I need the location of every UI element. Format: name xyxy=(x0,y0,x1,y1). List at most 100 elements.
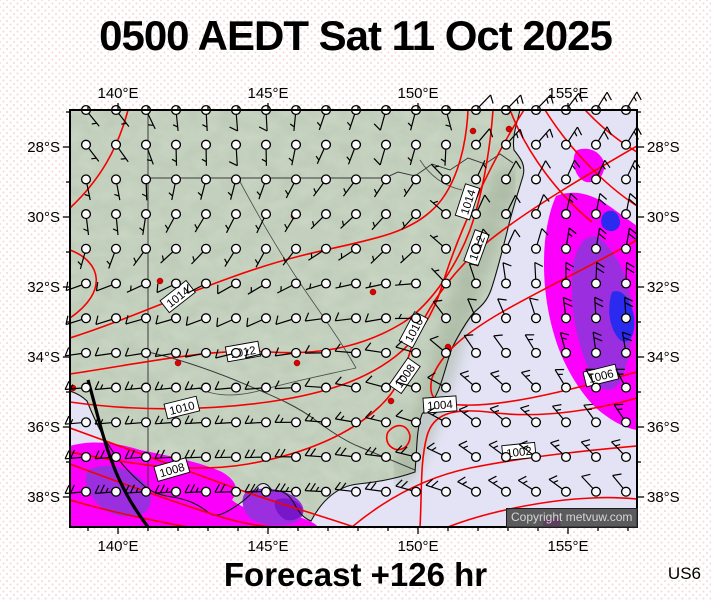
wind-barb xyxy=(197,174,212,200)
wind-barb xyxy=(80,139,100,162)
wind-barb xyxy=(560,126,583,150)
lon-axis-label: 145°E xyxy=(247,538,288,555)
wind-barb xyxy=(467,298,482,324)
wind-barbs xyxy=(64,91,642,497)
wind-barb xyxy=(214,415,242,428)
state-border-line xyxy=(148,153,514,179)
wind-barb xyxy=(64,415,92,428)
wind-barb xyxy=(338,243,362,261)
wind-barb xyxy=(255,209,272,234)
wind-barb xyxy=(94,415,122,428)
wind-barb xyxy=(426,442,452,463)
wind-barb xyxy=(470,228,490,254)
wind-barb xyxy=(156,278,182,294)
isobar-label: 1004 xyxy=(422,395,458,414)
wind-barb xyxy=(346,139,362,165)
wind-barb xyxy=(94,347,122,358)
axis-labels: 140°E 140°E 145°E 145°E 150°E 150°E 155°E 155°E… xyxy=(27,85,679,555)
isobar-line xyxy=(70,110,494,375)
wind-barb xyxy=(140,139,154,165)
wind-barb xyxy=(395,479,422,497)
wind-barb xyxy=(139,209,152,235)
city-dot xyxy=(293,359,301,367)
wind-barb xyxy=(370,243,392,264)
lat-axis-label: 28°S xyxy=(647,139,680,156)
wind-barb xyxy=(611,439,632,463)
wind-barb xyxy=(124,449,152,463)
wind-barb xyxy=(470,194,491,220)
wind-barb xyxy=(125,313,152,325)
lon-axis-label: 155°E xyxy=(547,85,588,102)
wind-barb xyxy=(365,278,392,289)
lat-axis-label: 38°S xyxy=(27,489,60,506)
wind-barb xyxy=(590,227,607,254)
wind-barb xyxy=(133,243,152,267)
wind-barb xyxy=(459,370,482,393)
wind-barb xyxy=(274,483,302,497)
wind-barb xyxy=(244,380,272,393)
isobar-line xyxy=(70,110,469,339)
wind-barb xyxy=(530,160,552,185)
wind-barb xyxy=(530,261,544,289)
isobar-line xyxy=(419,397,637,527)
wind-barb xyxy=(65,313,92,326)
wind-barb xyxy=(95,313,122,325)
wind-barb xyxy=(580,439,602,463)
wind-barb xyxy=(315,139,332,165)
wind-barb xyxy=(274,414,302,428)
wind-barb xyxy=(160,243,182,264)
wind-barb xyxy=(371,209,392,231)
lat-axis-label: 30°S xyxy=(27,209,60,226)
wind-barb xyxy=(470,128,494,150)
wind-barb xyxy=(425,478,452,497)
wind-barb xyxy=(64,347,92,358)
wind-barb xyxy=(64,449,92,463)
wind-barb xyxy=(613,403,632,428)
wind-barb xyxy=(518,440,542,463)
wind-barb xyxy=(470,160,487,185)
copyright-badge: Copyright metvuw.com xyxy=(506,508,638,528)
wind-barb xyxy=(431,267,452,289)
wind-barb xyxy=(400,243,422,264)
wind-barb xyxy=(401,209,422,230)
lon-axis-label: 150°E xyxy=(397,538,438,555)
wind-barb xyxy=(457,476,482,497)
wind-barb xyxy=(304,378,332,393)
wind-barb xyxy=(458,405,482,428)
wind-barb xyxy=(244,483,272,497)
wind-barb xyxy=(244,415,272,428)
wind-barb xyxy=(200,139,212,166)
wind-barb xyxy=(246,313,272,328)
precip-purple-area xyxy=(572,236,633,390)
wind-barb xyxy=(427,407,452,428)
wind-barb xyxy=(194,209,212,233)
wind-barb xyxy=(620,227,637,254)
wind-barb xyxy=(334,446,362,463)
isobar-label: 1008 xyxy=(153,457,191,482)
wind-barb xyxy=(590,331,603,358)
svg-text:1004: 1004 xyxy=(427,399,454,413)
lon-axis-label: 140°E xyxy=(97,538,138,555)
wind-barb xyxy=(335,278,362,289)
city-dot xyxy=(156,277,164,285)
wind-barb xyxy=(500,194,521,220)
wind-barb xyxy=(225,209,242,234)
wind-barb xyxy=(277,278,302,294)
wind-barb xyxy=(500,160,522,185)
wind-barb xyxy=(620,331,633,358)
wind-barb xyxy=(334,343,362,358)
wind-barb xyxy=(260,139,272,166)
wind-barb xyxy=(274,380,302,393)
wind-barb xyxy=(520,404,542,428)
wind-barb xyxy=(373,174,392,198)
wind-barb xyxy=(560,159,581,185)
wind-barb xyxy=(110,174,122,201)
forecast-caption: Forecast +126 hr xyxy=(223,556,488,593)
wind-barb xyxy=(585,368,602,393)
isobar-line xyxy=(70,249,98,319)
wind-barb xyxy=(77,243,92,270)
lat-axis-label: 38°S xyxy=(647,489,680,506)
wind-barb xyxy=(217,278,242,295)
wind-barb xyxy=(80,174,92,201)
lat-axis-label: 34°S xyxy=(647,349,680,366)
